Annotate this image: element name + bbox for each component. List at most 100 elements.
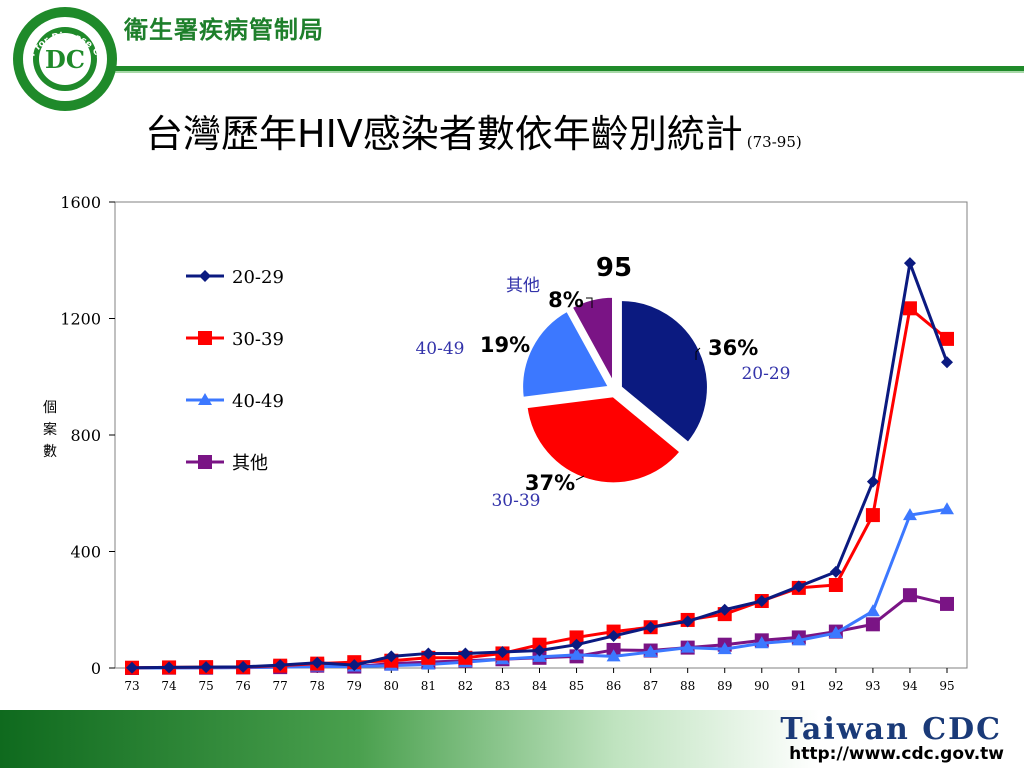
x-tick-label: 95 (939, 679, 954, 693)
data-point (644, 621, 657, 634)
x-tick-label: 83 (495, 679, 510, 693)
x-tick-label: 78 (310, 679, 325, 693)
data-point (755, 595, 768, 608)
data-point (569, 630, 584, 645)
header-bar (0, 0, 1024, 66)
y-tick-label: 0 (91, 659, 101, 678)
pie-leader (586, 297, 593, 308)
x-tick-label: 82 (458, 679, 473, 693)
legend-label: 30-39 (232, 329, 284, 350)
x-tick-label: 81 (421, 679, 436, 693)
data-point (792, 580, 805, 593)
hiv-age-chart: 0 400 800 1200 1600 73 74 75 76 77 78 79 80 81 82 83 84 8… (43, 193, 968, 693)
y-axis-label: 數 (43, 444, 57, 460)
data-point (422, 647, 435, 660)
page-title: 台灣歷年HIV感染者數依年齡別統計 (73-95) (145, 103, 802, 158)
x-tick-label: 92 (828, 679, 843, 693)
data-point (643, 644, 658, 657)
data-point (866, 475, 879, 488)
y-axis-label: 案 (43, 421, 57, 438)
x-tick-label: 85 (569, 679, 584, 693)
data-point (311, 656, 324, 669)
data-point (681, 615, 694, 628)
data-point (903, 257, 916, 270)
pie-slice (524, 394, 684, 486)
pie-percent-label: 37% (525, 471, 575, 495)
data-point (941, 356, 953, 369)
y-tick-label: 400 (70, 543, 101, 562)
header-divider-light (100, 71, 1024, 73)
y-axis-label: 個 (43, 400, 57, 416)
x-tick-label: 80 (384, 679, 399, 693)
pie-percent-label: 8% (548, 288, 584, 312)
data-point (570, 638, 583, 651)
footer-brand: Taiwan CDC (780, 712, 1002, 747)
data-point (902, 588, 917, 603)
legend-marker (198, 455, 212, 469)
pie-year-label: 95 (596, 253, 632, 283)
pie-percent-label: 36% (708, 336, 758, 360)
x-tick-label: 77 (273, 679, 288, 693)
data-point (680, 640, 695, 653)
data-point (569, 647, 584, 660)
pie-percent-label: 19% (480, 333, 530, 357)
data-point (126, 661, 138, 674)
footer-bar (0, 710, 1024, 768)
x-tick-label: 94 (902, 679, 918, 693)
y-tick-label: 800 (70, 426, 101, 445)
data-point (496, 645, 509, 658)
data-point (940, 331, 954, 346)
title-sub: (73-95) (746, 133, 802, 151)
pie-category-label: 20-29 (741, 364, 790, 384)
data-point (163, 661, 176, 674)
data-point (902, 508, 917, 521)
x-tick-label: 84 (532, 679, 548, 693)
pie-category-label: 40-49 (415, 339, 464, 359)
data-point (902, 301, 917, 316)
y-tick-label: 1600 (60, 193, 101, 212)
pie-leader (695, 347, 701, 360)
data-point (533, 644, 546, 657)
x-tick-label: 74 (161, 679, 177, 693)
legend-marker (198, 331, 212, 345)
data-point (348, 659, 361, 672)
data-point (791, 633, 806, 646)
data-point (385, 650, 398, 663)
legend-marker (199, 270, 211, 282)
pie-slice (618, 297, 710, 446)
data-point (200, 661, 213, 674)
y-tick-label: 1200 (60, 310, 101, 329)
data-point (829, 565, 842, 578)
data-point (754, 636, 769, 649)
x-tick-label: 91 (791, 679, 806, 693)
x-tick-label: 73 (124, 679, 139, 693)
pie-category-label: 30-39 (491, 491, 540, 511)
legend-label: 40-49 (232, 391, 284, 412)
pie-category-label: 其他 (506, 276, 540, 296)
data-point (828, 626, 843, 639)
header-divider (100, 66, 1024, 71)
pie-leader (575, 475, 585, 481)
x-tick-label: 79 (347, 679, 362, 693)
data-point (718, 603, 731, 616)
data-point (865, 604, 880, 617)
cdc-logo: Center for Disease Control DC (10, 4, 117, 111)
title-main: 台灣歷年HIV感染者數依年齡別統計 (145, 112, 743, 156)
x-tick-label: 75 (198, 679, 213, 693)
x-tick-label: 90 (754, 679, 769, 693)
legend-label: 20-29 (232, 267, 284, 288)
footer-url: http://www.cdc.gov.tw (789, 744, 1004, 764)
x-tick-label: 93 (865, 679, 880, 693)
data-point (607, 629, 620, 642)
x-tick-label: 89 (717, 679, 732, 693)
data-point (865, 617, 880, 632)
data-point (828, 577, 843, 592)
x-tick-label: 88 (680, 679, 695, 693)
legend-marker (198, 393, 212, 405)
legend-label: 其他 (232, 453, 268, 474)
data-point (940, 596, 954, 611)
x-tick-label: 76 (235, 679, 250, 693)
data-point (459, 647, 472, 660)
x-tick-label: 86 (606, 679, 621, 693)
data-point (717, 642, 732, 655)
